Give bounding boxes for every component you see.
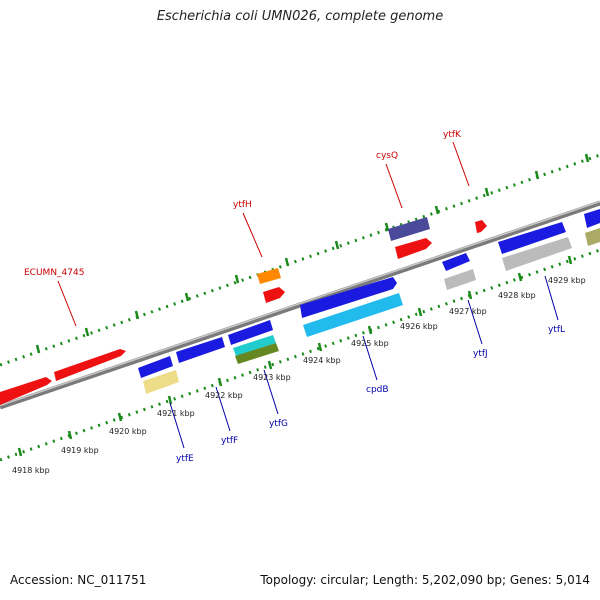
callout-ytfJ (467, 299, 483, 345)
kbp-label: 4923 kbp (253, 373, 291, 382)
upper-tick (35, 344, 41, 354)
gene-arrow-ecumn4745 (54, 349, 126, 381)
lower-tick (467, 290, 473, 300)
kbp-label: 4924 kbp (303, 356, 341, 365)
kbp-label: 4922 kbp (205, 391, 243, 400)
callout-ecumn4745 (57, 280, 77, 327)
lower-tick (217, 377, 223, 387)
gene-label-ytfF: ytfF (221, 436, 238, 446)
upper-tick (434, 205, 440, 215)
gene-label-cysQ: cysQ (376, 151, 398, 161)
lower-tick (567, 255, 573, 265)
kbp-label: 4921 kbp (157, 409, 195, 418)
lower-tick (417, 307, 423, 317)
gene-label-ytfL: ytfL (548, 325, 565, 335)
gene-arrow-cysQ (395, 238, 432, 259)
lower-tick (267, 360, 273, 370)
gene-gray-2 (502, 237, 572, 271)
gene-arrow-ecumn4745-left (0, 377, 52, 405)
gene-arrow-cpdB-a (300, 277, 397, 318)
upper-tick (234, 274, 240, 284)
accession-text: Accession: NC_011751 (10, 573, 147, 587)
gene-arrow-ytfG (228, 320, 273, 345)
callout-ytfF (215, 386, 231, 432)
gene-arrow-ytfK (475, 220, 487, 233)
upper-tick (584, 153, 590, 163)
lower-tick (17, 447, 23, 457)
gene-arrow-cpdB (303, 293, 403, 337)
callout-ytfE (169, 402, 185, 449)
upper-tick (484, 187, 490, 197)
lower-tick (117, 412, 123, 422)
callout-ytfG (263, 369, 279, 415)
kbp-label: 4918 kbp (12, 466, 50, 475)
gene-arrow-ytfH (263, 287, 285, 303)
gene-label-ytfJ: ytfJ (473, 349, 488, 359)
map-title: Escherichia coli UMN026, complete genome (156, 9, 444, 24)
upper-tick (134, 310, 140, 320)
gene-orange (257, 268, 281, 284)
upper-tick (384, 222, 390, 232)
gene-cyan (233, 335, 276, 356)
kbp-label: 4925 kbp (351, 339, 389, 348)
kbp-label: 4927 kbp (449, 307, 487, 316)
lower-scale-line (0, 248, 600, 462)
gene-label-ytfK: ytfK (443, 130, 462, 140)
upper-tick (534, 170, 540, 180)
gene-label-ecumn4745: ECUMN_4745 (24, 268, 84, 278)
upper-tick (334, 240, 340, 250)
upper-tick (184, 292, 190, 302)
genome-summary-text: Topology: circular; Length: 5,202,090 bp… (260, 573, 590, 587)
gene-olive (235, 343, 279, 364)
gene-label-ytfG: ytfG (269, 419, 288, 429)
callout-cpdB (362, 335, 378, 381)
kbp-label: 4926 kbp (400, 322, 438, 331)
gene-arrow-ytfF (176, 337, 225, 363)
callout-ytfH (242, 212, 263, 258)
gene-label-ytfE: ytfE (176, 454, 194, 464)
kbp-label: 4919 kbp (61, 446, 99, 455)
genome-backbone-highlight (0, 200, 600, 407)
gene-arrow-ytfE (138, 356, 173, 378)
lower-tick (367, 325, 373, 335)
gene-arrow-right-blue (584, 209, 600, 228)
upper-scale-line (0, 153, 600, 367)
lower-tick (517, 272, 523, 282)
lower-ticks (17, 255, 573, 457)
gene-label-ytfH: ytfH (233, 200, 252, 210)
gene-gray (444, 269, 476, 290)
gene-khaki (585, 228, 600, 246)
upper-tick (84, 327, 90, 337)
gene-arrow-ytfL (498, 222, 566, 254)
gene-purple (388, 217, 430, 241)
callout-ytfK (452, 141, 470, 187)
kbp-label: 4928 kbp (498, 291, 536, 300)
kbp-label: 4920 kbp (109, 427, 147, 436)
lower-tick (317, 342, 323, 352)
callout-ytfL (544, 275, 559, 321)
lower-tick (67, 430, 73, 440)
kbp-label: 4929 kbp (548, 276, 586, 285)
gene-yellow (143, 370, 179, 394)
upper-ticks (35, 153, 590, 354)
gene-arrow-ytfJ (442, 253, 470, 271)
lower-tick (167, 395, 173, 405)
callout-cysQ (385, 163, 403, 209)
upper-tick (284, 257, 290, 267)
gene-label-cpdB: cpdB (366, 385, 389, 395)
